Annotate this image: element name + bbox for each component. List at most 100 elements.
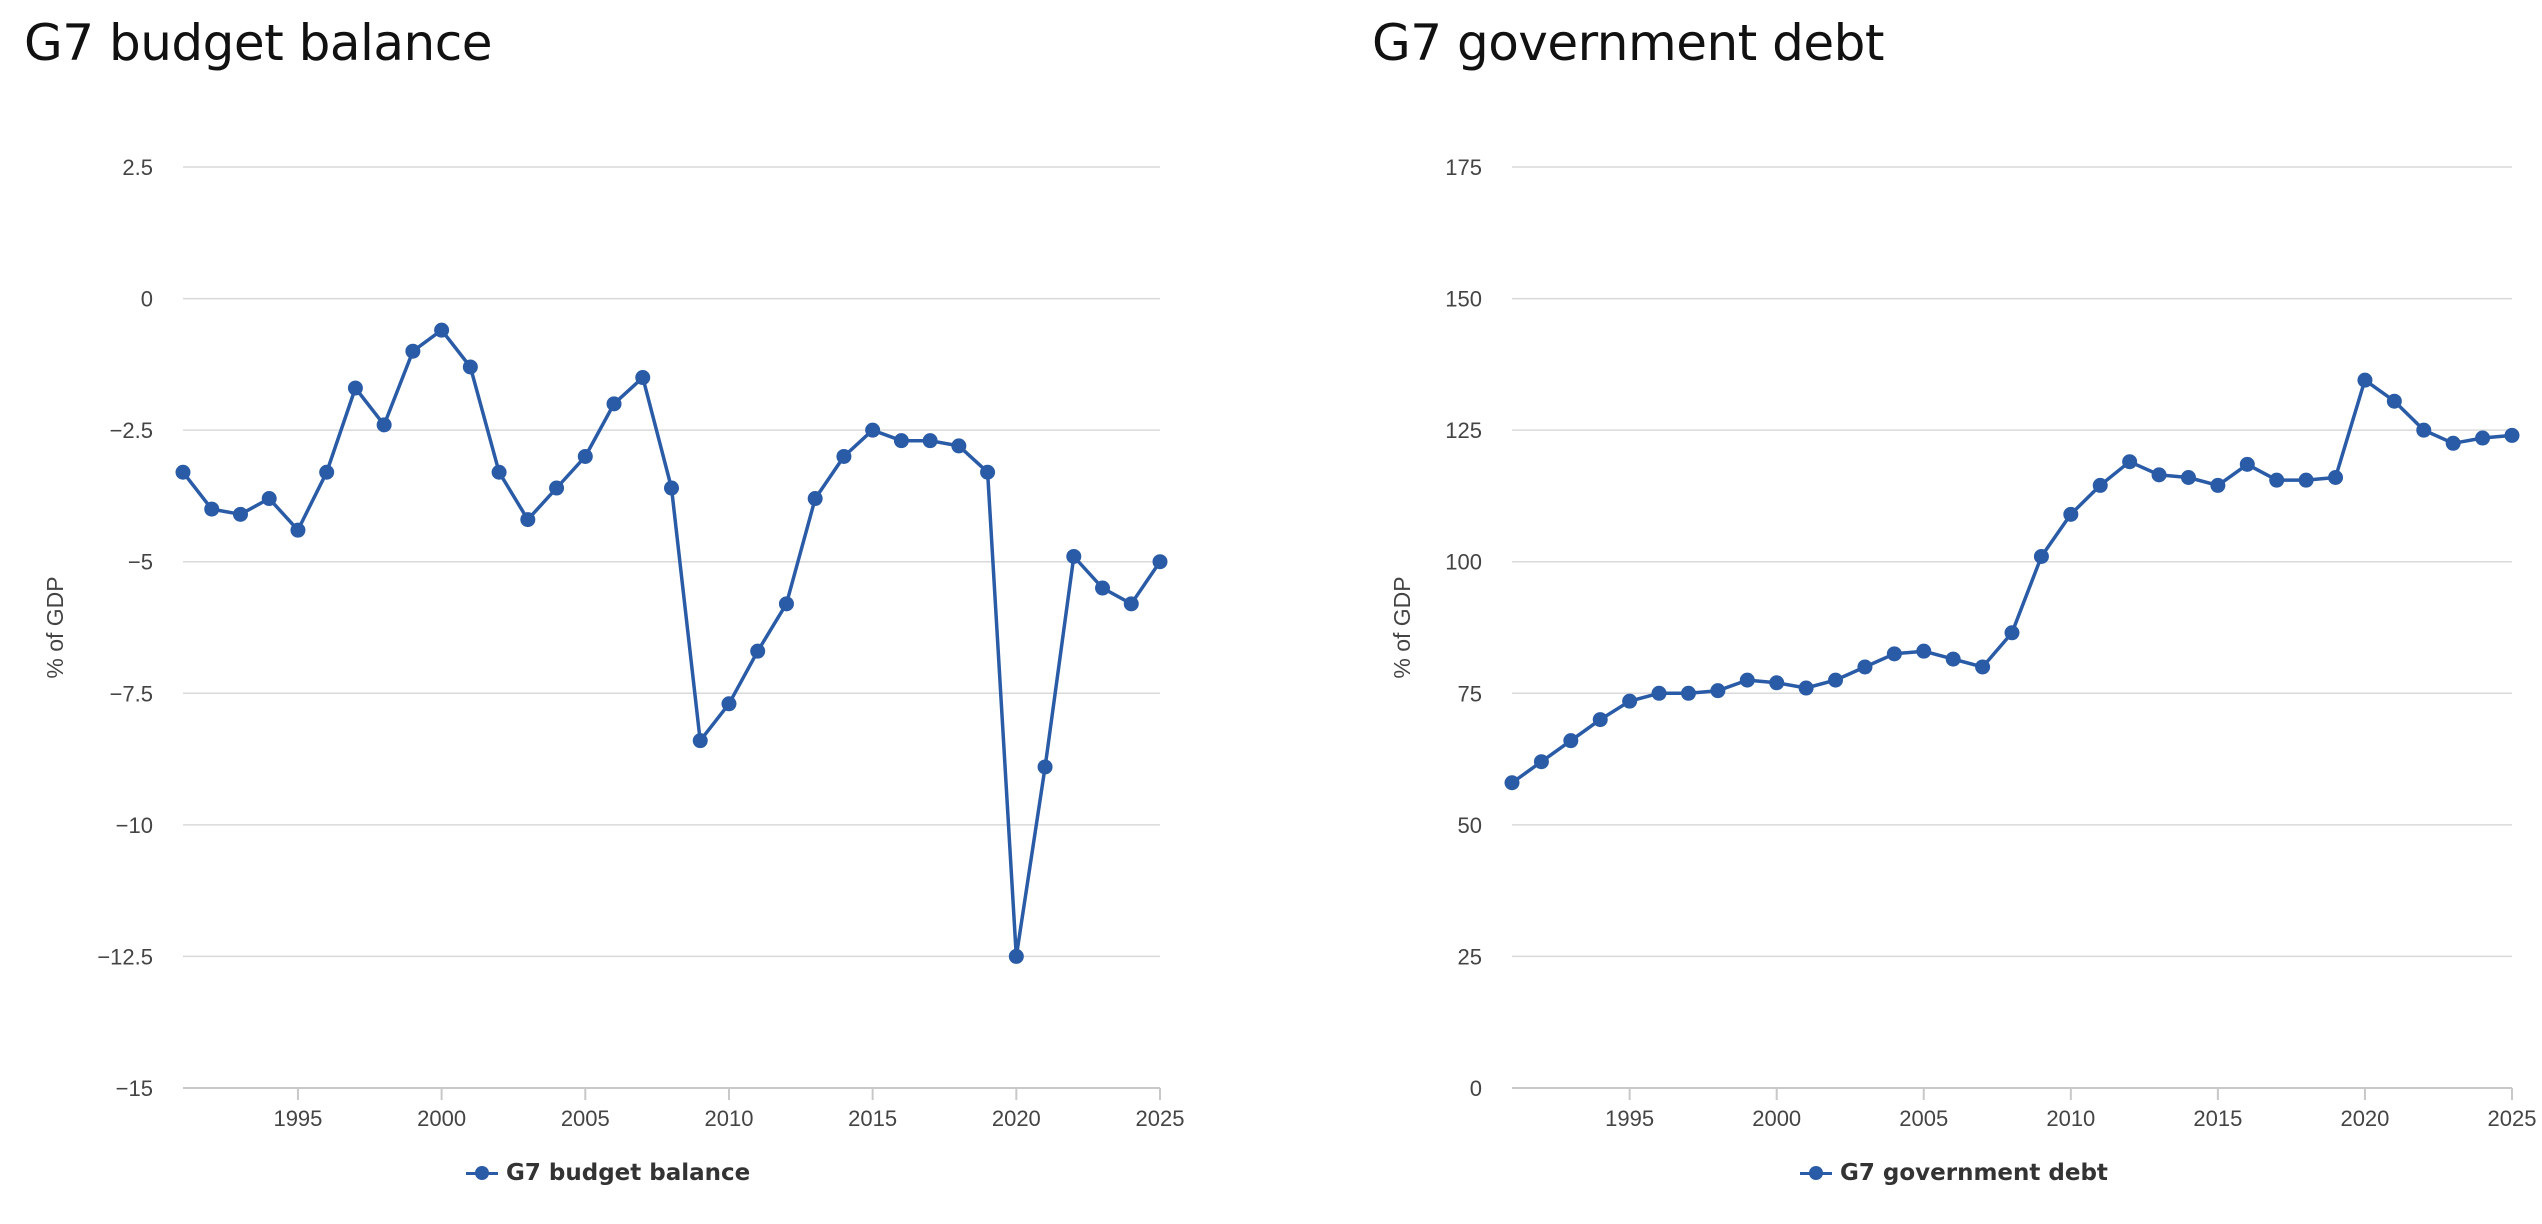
- data-point: [2239, 456, 2255, 472]
- y-tick-label: 25: [1458, 944, 1482, 969]
- data-point: [1095, 580, 1111, 596]
- data-point: [2033, 548, 2049, 564]
- data-point: [865, 422, 881, 438]
- data-point: [807, 491, 823, 507]
- data-point: [2269, 472, 2285, 488]
- data-point: [1857, 659, 1873, 675]
- data-point: [692, 733, 708, 749]
- data-point: [2416, 422, 2432, 438]
- series-line: [1510, 378, 2513, 785]
- y-tick-label: 125: [1445, 418, 1482, 443]
- legend-marker-icon: [1800, 1166, 1832, 1180]
- data-point: [232, 506, 248, 522]
- data-point: [2357, 372, 2373, 388]
- data-point: [922, 433, 938, 449]
- x-tick-label: 2000: [417, 1106, 466, 1131]
- x-tick-label: 2020: [992, 1106, 1041, 1131]
- x-tick-label: 2010: [704, 1106, 753, 1131]
- x-tick-label: 2025: [2488, 1106, 2537, 1131]
- data-point: [1592, 712, 1608, 728]
- y-tick-label: 100: [1445, 550, 1482, 575]
- data-point: [951, 438, 967, 454]
- legend-item[interactable]: G7 budget balance: [466, 1160, 750, 1186]
- data-point: [893, 433, 909, 449]
- data-point: [1710, 683, 1726, 699]
- chart-plot: 2.5 0 −2.5 −5 −7.5 −10 −12.5 −15 1995 2000 2005 201…: [42, 155, 1185, 1131]
- x-tick-label: 2010: [2046, 1106, 2095, 1131]
- data-point: [491, 464, 507, 480]
- data-point: [1066, 548, 1082, 564]
- data-point: [635, 370, 651, 386]
- data-point: [1622, 693, 1638, 709]
- data-point: [290, 522, 306, 538]
- data-point: [664, 480, 679, 496]
- data-point: [1504, 775, 1520, 791]
- data-point: [778, 596, 794, 612]
- y-tick-label: 2.5: [122, 155, 153, 180]
- data-point: [1916, 643, 1932, 659]
- x-tick-label: 1995: [273, 1106, 322, 1131]
- x-tick-label: 2015: [848, 1106, 897, 1131]
- data-point: [405, 343, 421, 359]
- data-point: [1975, 659, 1991, 675]
- data-point: [2475, 430, 2491, 446]
- data-point: [2298, 472, 2314, 488]
- y-tick-label: −7.5: [110, 681, 153, 706]
- y-tick-label: 0: [1470, 1076, 1482, 1101]
- data-point: [1798, 680, 1814, 696]
- data-point: [1037, 759, 1053, 775]
- data-point: [2504, 427, 2520, 443]
- data-point: [462, 359, 478, 375]
- x-tick-label: 2005: [561, 1106, 610, 1131]
- chart-title: G7 government debt: [1372, 14, 1885, 72]
- y-tick-label: −5: [128, 550, 153, 575]
- data-point: [1152, 554, 1168, 570]
- legend-item[interactable]: G7 government debt: [1800, 1160, 2108, 1186]
- y-tick-label: −10: [116, 813, 153, 838]
- data-point: [2092, 477, 2108, 493]
- y-axis-label: % of GDP: [42, 576, 68, 678]
- data-point: [836, 448, 852, 464]
- data-point: [1828, 672, 1844, 688]
- data-point: [1886, 646, 1902, 662]
- y-tick-label: −12.5: [97, 944, 153, 969]
- data-point: [1651, 685, 1667, 701]
- data-point: [175, 464, 191, 480]
- data-point: [347, 380, 363, 396]
- chart-panel-budget-balance: G7 budget balance 2.5 0 −2.5 −5 −7.5 −10 −12.5…: [0, 0, 1200, 1224]
- data-point: [376, 417, 392, 433]
- y-tick-label: 0: [141, 287, 153, 312]
- y-tick-label: 75: [1458, 681, 1482, 706]
- series-line: [181, 328, 1162, 959]
- data-point: [1533, 754, 1549, 770]
- data-point: [750, 643, 766, 659]
- x-tick-label: 2000: [1752, 1106, 1801, 1131]
- x-tick-label: 2020: [2340, 1106, 2389, 1131]
- y-axis-label: % of GDP: [1389, 576, 1415, 678]
- data-point: [2328, 470, 2344, 486]
- data-point: [721, 696, 737, 712]
- data-point: [434, 322, 450, 338]
- data-point: [2180, 470, 2196, 486]
- data-point: [2063, 506, 2079, 522]
- data-point: [606, 396, 622, 412]
- data-point: [1945, 651, 1961, 667]
- y-tick-label: 175: [1445, 155, 1482, 180]
- data-point: [261, 491, 277, 507]
- data-point: [549, 480, 565, 496]
- x-tick-label: 2005: [1899, 1106, 1948, 1131]
- legend-label: G7 budget balance: [506, 1160, 751, 1186]
- data-point: [2151, 467, 2167, 483]
- y-tick-label: −15: [116, 1076, 153, 1101]
- chart-plot: 175 150 125 100 75 50 25 0 1995 2000 2005 2010 2015 2…: [1389, 155, 2537, 1131]
- x-tick-label: 2015: [2193, 1106, 2242, 1131]
- data-point: [520, 512, 536, 528]
- x-tick-label: 2025: [1136, 1106, 1185, 1131]
- data-point: [2122, 454, 2138, 470]
- data-point: [2210, 477, 2226, 493]
- y-tick-label: −2.5: [110, 418, 153, 443]
- legend-label: G7 government debt: [1840, 1160, 2108, 1186]
- y-tick-label: 150: [1445, 287, 1482, 312]
- data-point: [980, 464, 996, 480]
- data-point: [319, 464, 335, 480]
